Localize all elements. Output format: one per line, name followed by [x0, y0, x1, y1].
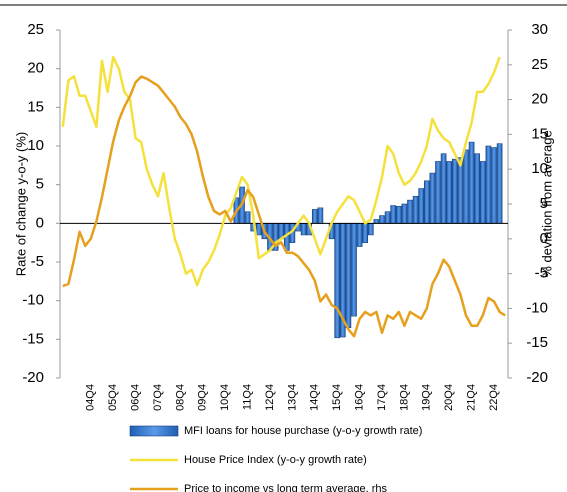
bar [373, 219, 380, 224]
x-tick-label: 14Q4 [309, 384, 321, 411]
x-tick-label: 09Q4 [197, 384, 209, 411]
bar [300, 223, 307, 236]
bar [356, 223, 363, 247]
x-tick-label: 07Q4 [152, 384, 164, 411]
legend-label: Price to income vs long term average, rh… [184, 483, 387, 492]
legend-label: House Price Index (y-o-y growth rate) [184, 454, 367, 466]
y-tick-label: -10 [22, 292, 44, 309]
y-tick-label: 10 [27, 137, 44, 154]
bar [423, 180, 430, 224]
bar [334, 223, 341, 339]
bar [367, 223, 374, 236]
bar [351, 223, 357, 317]
bar [463, 149, 469, 224]
y2-tick-label: -5 [535, 265, 548, 282]
x-tick-label: 08Q4 [174, 384, 186, 411]
y-tick-label: 15 [27, 98, 44, 115]
y2-tick-label: -15 [526, 334, 548, 351]
bar [429, 172, 436, 224]
x-tick-label: 13Q4 [286, 384, 298, 411]
bar [418, 188, 425, 224]
bar [440, 153, 447, 224]
x-tick-label: 20Q4 [443, 384, 455, 411]
bar [244, 211, 251, 224]
bar [446, 161, 453, 224]
y-tick-label: 0 [36, 214, 44, 231]
bar [401, 203, 408, 224]
y-tick-label: 20 [27, 60, 44, 77]
bar [345, 223, 352, 329]
bar [395, 206, 402, 224]
x-tick-label: 05Q4 [107, 384, 119, 411]
bar [479, 161, 486, 224]
y-axis-title: Rate of change y-o-y (%) [13, 132, 28, 277]
x-tick-label: 21Q4 [466, 384, 478, 411]
y-tick-label: -15 [22, 330, 44, 347]
x-tick-label: 19Q4 [421, 384, 433, 411]
y2-tick-label: 15 [531, 125, 548, 142]
y-tick-label: -5 [31, 253, 44, 270]
x-tick-label: 12Q4 [264, 384, 276, 411]
legend-swatch [129, 425, 179, 437]
bar [384, 211, 391, 224]
y2-tick-label: -10 [526, 299, 548, 316]
y-tick-label: 25 [27, 21, 44, 38]
y2-tick-label: -20 [526, 369, 548, 386]
bar [485, 145, 492, 224]
y2-tick-label: 25 [531, 56, 548, 73]
bar [468, 141, 475, 224]
bar [311, 209, 318, 224]
x-tick-label: 16Q4 [354, 384, 366, 411]
y-tick-label: 5 [36, 176, 44, 193]
x-tick-label: 18Q4 [398, 384, 410, 411]
y2-tick-label: 30 [531, 21, 548, 38]
legend-label: MFI loans for house purchase (y-o-y grow… [184, 425, 422, 437]
x-tick-label: 17Q4 [376, 384, 388, 411]
bar [491, 147, 497, 224]
bar [317, 207, 324, 224]
x-tick-label: 11Q4 [242, 384, 254, 410]
line [61, 55, 501, 287]
bar [362, 223, 369, 243]
y2-tick-label: 10 [531, 160, 548, 177]
bar [390, 205, 397, 224]
bar [255, 223, 262, 236]
line [62, 75, 506, 338]
y2-tick-label: 5 [540, 195, 548, 212]
bar [407, 199, 413, 224]
bar [457, 157, 464, 224]
bar [435, 161, 441, 224]
x-tick-label: 06Q4 [130, 384, 142, 411]
x-tick-label: 10Q4 [219, 384, 231, 411]
x-tick-label: 15Q4 [331, 384, 343, 411]
x-tick-label: 04Q4 [85, 384, 97, 411]
y-tick-label: -20 [22, 369, 44, 386]
y2-tick-label: 20 [531, 91, 548, 108]
bar [379, 215, 385, 224]
x-tick-label: 22Q4 [488, 384, 500, 411]
bar [496, 143, 503, 224]
y2-tick-label: 0 [540, 230, 548, 247]
bar [412, 195, 419, 224]
bar [451, 158, 458, 224]
bar [474, 153, 481, 224]
y2-axis-title: % deviation from average [539, 130, 554, 277]
